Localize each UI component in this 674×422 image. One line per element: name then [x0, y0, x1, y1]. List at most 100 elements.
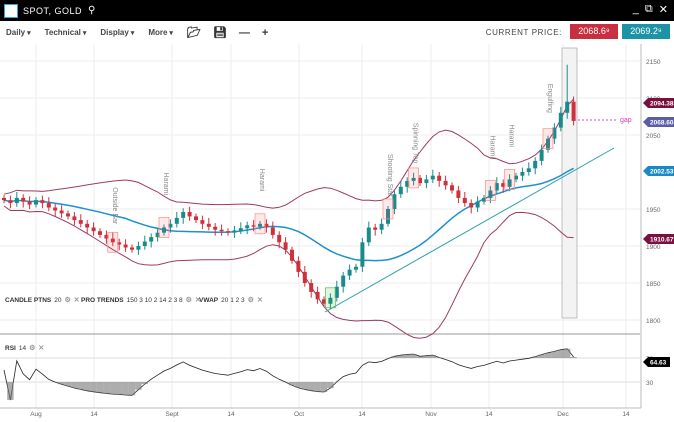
indicator-name: RSI: [5, 344, 16, 352]
price-tag-value: 2068.60: [650, 120, 674, 127]
y-tick-label: 1950: [646, 207, 661, 214]
candle-body: [424, 179, 429, 184]
candle-body: [59, 210, 64, 214]
candle-body: [411, 177, 416, 181]
candle-body: [565, 101, 570, 113]
candle-body: [91, 227, 96, 232]
zoom-out-icon[interactable]: —: [238, 26, 250, 39]
candle-body: [136, 246, 141, 250]
zoom-in-icon[interactable]: +: [261, 26, 269, 39]
indicator-name: VWAP: [199, 296, 219, 304]
rsi-extreme-fill: [109, 382, 116, 395]
indicator-params: 14: [18, 344, 27, 352]
price-chart[interactable]: 18001850190019502050210021503070Aug14Sep…: [0, 44, 674, 422]
rsi-extreme-fill: [416, 356, 424, 358]
pattern-label: Spinning Top: [412, 123, 419, 163]
candle-body: [277, 234, 282, 243]
candle-body: [194, 216, 198, 221]
candle-body: [290, 249, 294, 261]
pattern-box: [107, 231, 119, 253]
rsi-extreme-fill: [391, 356, 398, 358]
candle-body: [322, 299, 326, 304]
rsi-extreme-fill: [557, 349, 564, 358]
folder-icon[interactable]: 📂︎: [186, 27, 201, 39]
candle-body: [270, 227, 275, 235]
candle-body: [251, 225, 256, 227]
candle-body: [418, 177, 422, 184]
candle-body: [40, 200, 45, 204]
save-icon[interactable]: 💾︎: [212, 27, 227, 39]
candle-body: [571, 101, 576, 121]
candle-body: [232, 230, 237, 233]
rsi-extreme-fill: [141, 382, 148, 385]
close-icon[interactable]: ✕: [73, 297, 80, 304]
candle-body: [552, 127, 557, 139]
x-tick-label: Oct: [294, 411, 304, 418]
y-tick-label: 2150: [646, 59, 661, 66]
indicator-name: PRO TRENDS: [81, 296, 124, 304]
candle-body: [110, 238, 115, 243]
gear-icon[interactable]: ⚙: [185, 297, 192, 304]
candle-body: [130, 247, 134, 250]
pattern-box: [504, 169, 515, 190]
minimize-icon[interactable]: _: [632, 3, 639, 15]
gear-icon[interactable]: ⚙: [247, 297, 254, 304]
price-tag-value: 1910.67: [650, 237, 674, 244]
menu-technical[interactable]: Technical: [45, 28, 87, 37]
rsi-extreme-fill: [58, 382, 65, 385]
candle-body: [430, 175, 435, 180]
pattern-label: Outside Bar: [111, 187, 118, 225]
price-tag-value: 2002.53: [650, 169, 674, 176]
price-tag: [643, 234, 674, 244]
candle-body: [488, 190, 493, 198]
close-icon[interactable]: ✕: [658, 4, 668, 16]
candle-body: [526, 168, 531, 172]
candle-body: [8, 200, 13, 204]
chart-logo-icon: [4, 3, 18, 18]
x-tick-label: 14: [227, 411, 235, 418]
candle-body: [514, 175, 518, 180]
buy-price-button[interactable]: 2069.2⁹: [622, 24, 670, 39]
gear-icon[interactable]: ⚙: [29, 345, 36, 352]
rsi-extreme-fill: [423, 355, 430, 358]
candle-body: [507, 179, 512, 187]
gear-icon[interactable]: ⚙: [64, 297, 71, 304]
candle-body: [117, 242, 122, 245]
rsi-extreme-fill: [135, 382, 142, 390]
close-icon[interactable]: ✕: [194, 297, 201, 304]
x-tick-label: Aug: [30, 411, 42, 418]
y-tick-label: 2050: [646, 133, 661, 140]
close-icon[interactable]: ✕: [256, 297, 263, 304]
indicator-rsi: RSI 14 ⚙ ✕: [5, 344, 45, 353]
candle-body: [398, 186, 403, 195]
candle-body: [328, 297, 333, 304]
rsi-extreme-fill: [314, 382, 321, 392]
pattern-label: Harami: [258, 169, 265, 192]
candle-body: [264, 223, 269, 228]
candle-body: [46, 203, 51, 208]
candle-body: [558, 112, 563, 128]
pattern-box: [408, 167, 419, 189]
pattern-box: [254, 213, 266, 235]
pattern-label: Harami: [488, 136, 495, 159]
candle-body: [283, 242, 288, 250]
sell-price-button[interactable]: 2068.6⁹: [570, 24, 618, 39]
y-tick-label: 1850: [646, 281, 661, 288]
menu-display[interactable]: Display: [100, 28, 134, 37]
candle-body: [392, 194, 397, 209]
x-tick-label: 14: [485, 411, 493, 418]
price-tag: [643, 166, 674, 176]
candle-body: [373, 227, 378, 230]
candle-body: [213, 226, 218, 230]
y-tick-label: 1900: [646, 244, 661, 251]
popout-icon[interactable]: ⧉: [644, 3, 653, 15]
menu-more[interactable]: More: [148, 28, 173, 37]
rsi-tag-value: 64.63: [650, 360, 667, 367]
candle-body: [142, 241, 147, 246]
candle-body: [354, 266, 358, 270]
candle-body: [168, 223, 173, 228]
rsi-extreme-fill: [551, 351, 558, 358]
menu-daily[interactable]: Daily: [6, 28, 31, 37]
close-icon[interactable]: ✕: [38, 345, 45, 352]
search-icon[interactable]: ⚲: [88, 5, 96, 16]
